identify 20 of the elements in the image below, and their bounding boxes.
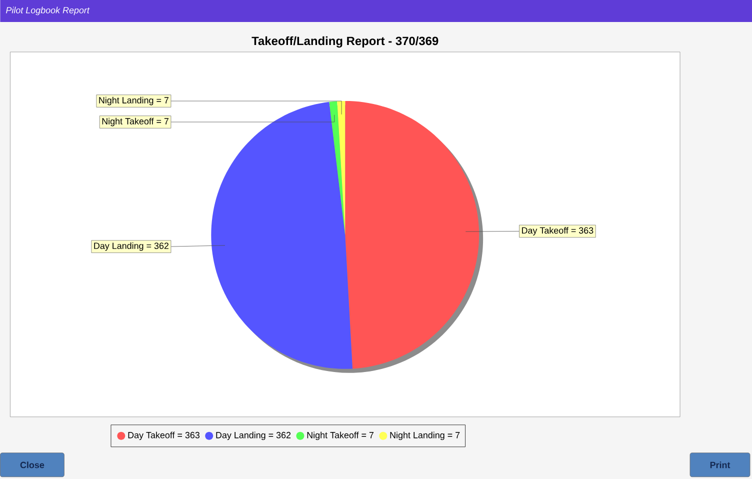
text: = 7 [448,432,460,438]
legend-label: Day Landing [216,432,266,440]
slice-label: Night Landing [99,96,154,106]
legend-label: Night Landing [390,432,444,440]
text: Print [710,462,730,468]
text: = 363 [178,432,200,438]
text: = 7 [362,432,374,438]
data-label: = 7 [156,118,168,124]
slice-label: Night Takeoff [102,118,154,126]
text: = 362 [268,432,291,438]
data-label: = 363 [571,227,594,234]
data-label: = 7 [156,97,168,104]
legend-label: Day Takeoff [128,432,175,440]
text: Close [20,462,44,468]
slice-label: Day Landing [94,242,144,251]
chart-title: Takeoff/Landing Report - 370/369 [252,36,438,48]
slice-label: Day Takeoff [522,227,568,236]
legend-label: Night Takeoff [307,432,359,440]
data-label: = 362 [146,242,168,250]
text: Pilot Logbook Report [6,6,90,16]
